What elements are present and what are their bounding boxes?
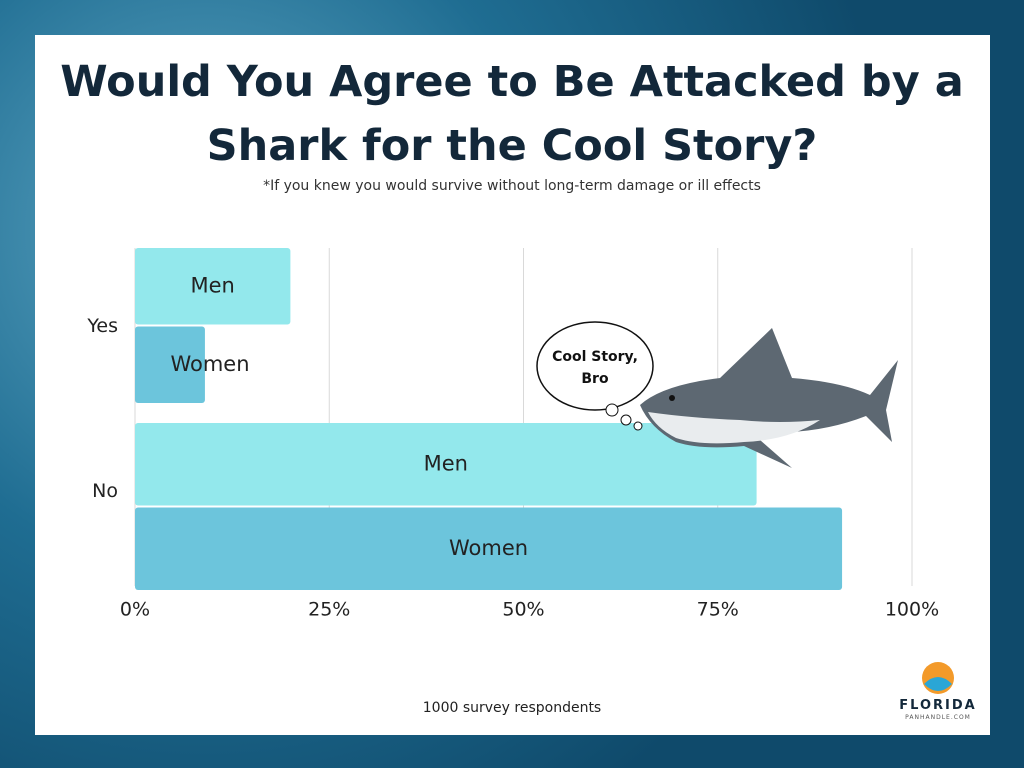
bar-label: Women xyxy=(449,536,528,560)
annotation: Cool Story, Bro xyxy=(552,349,638,387)
x-tick-label: 100% xyxy=(885,599,939,621)
logo-sub: PANHANDLE.COM xyxy=(905,714,971,721)
logo-name: FLORIDA xyxy=(899,698,977,713)
chart-subtitle: *If you knew you would survive without l… xyxy=(263,178,761,194)
y-tick-label: No xyxy=(92,480,118,502)
shark xyxy=(640,328,898,468)
shark-eye xyxy=(669,395,675,401)
thought-bubble xyxy=(536,321,654,431)
bar-label: Women xyxy=(170,352,249,376)
x-tick-label: 75% xyxy=(697,599,739,621)
footnote: 1000 survey respondents xyxy=(422,700,602,716)
bar xyxy=(135,248,291,325)
bar-label: Men xyxy=(424,451,468,475)
bar xyxy=(135,507,843,590)
bar xyxy=(135,423,757,506)
bar-label: Men xyxy=(191,273,235,297)
shark-belly xyxy=(648,412,820,444)
logo-wave xyxy=(924,677,952,691)
bar xyxy=(135,326,205,403)
x-tick-label: 50% xyxy=(502,599,544,621)
x-tick-label: 25% xyxy=(308,599,350,621)
x-tick-label: 0% xyxy=(120,599,150,621)
y-tick-label: Yes xyxy=(86,315,118,337)
chart-title: Would You Agree to Be Attacked by a Shar… xyxy=(60,57,964,171)
